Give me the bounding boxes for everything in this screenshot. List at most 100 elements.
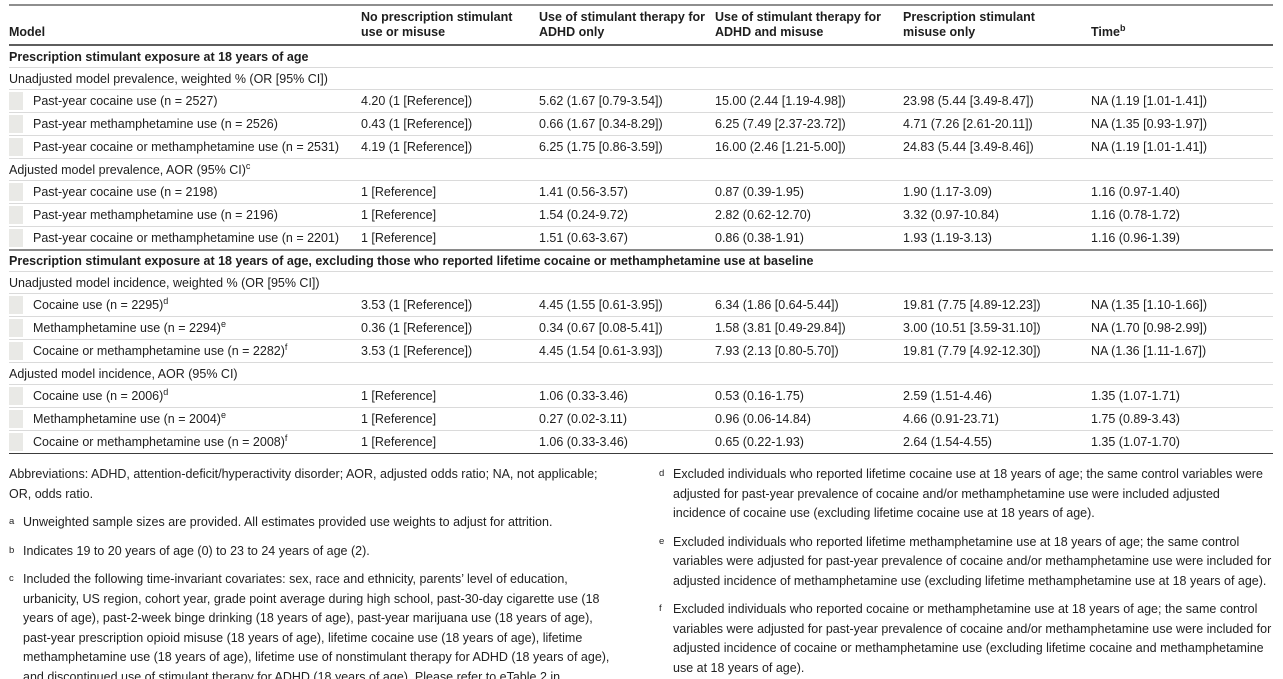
- row-indent-marker: [9, 296, 23, 314]
- row-label: Prescription stimulant exposure at 18 ye…: [9, 254, 814, 268]
- table-row: Past-year cocaine use (n = 2198) 1 [Refer…: [9, 180, 1273, 203]
- footnote-marker: e: [220, 318, 226, 329]
- table-cell: 2.59 (1.51-4.46): [903, 389, 992, 403]
- table-row: Methamphetamine use (n = 2004)e 1 [Refere…: [9, 407, 1273, 430]
- footnote-marker: c: [245, 160, 251, 171]
- table-cell: 6.34 (1.86 [0.64-5.44]): [715, 298, 839, 312]
- table-cell: 1 [Reference]: [361, 185, 437, 199]
- row-label: Cocaine or methamphetamine use (n = 2282…: [9, 341, 361, 361]
- footnote-text: Excluded individuals who reported cocain…: [673, 602, 1272, 675]
- table-cell: 1.16 (0.96-1.39): [1091, 231, 1180, 245]
- table-cell: 1.58 (3.81 [0.49-29.84]): [715, 321, 846, 335]
- table-cell: 0.27 (0.02-3.11): [539, 412, 628, 426]
- section-header-row: Prescription stimulant exposure at 18 ye…: [9, 249, 1273, 271]
- row-indent-marker: [9, 183, 23, 201]
- abbreviations-note: Abbreviations: ADHD, attention-deficit/h…: [9, 467, 598, 501]
- table-cell: 2.64 (1.54-4.55): [903, 435, 992, 449]
- table-cell: 1.75 (0.89-3.43): [1091, 412, 1180, 426]
- table-cell: NA (1.35 [0.93-1.97]): [1091, 117, 1208, 131]
- column-header-adhd-and-misuse: Use of stimulant therapy for ADHD and mi…: [715, 10, 881, 39]
- row-indent-marker: [9, 433, 23, 451]
- time-footnote-marker: b: [1119, 22, 1126, 33]
- table-row: Cocaine use (n = 2006)d 1 [Reference] 1.06…: [9, 384, 1273, 407]
- table-row: Cocaine or methamphetamine use (n = 2282…: [9, 339, 1273, 362]
- footnote-a: a Unweighted sample sizes are provided. A…: [9, 513, 621, 533]
- table-cell: 19.81 (7.79 [4.92-12.30]): [903, 344, 1041, 358]
- table-cell: 1 [Reference]: [361, 435, 437, 449]
- row-label: Adjusted model prevalence, AOR (95% CI)c: [9, 160, 251, 177]
- table-cell: 1.35 (1.07-1.71): [1091, 389, 1180, 403]
- table-row: Cocaine or methamphetamine use (n = 2008…: [9, 430, 1273, 453]
- footnote-marker: d: [163, 386, 169, 397]
- table-cell: 3.00 (10.51 [3.59-31.10]): [903, 321, 1041, 335]
- table-cell: 3.32 (0.97-10.84): [903, 208, 999, 222]
- subsection-header-row: Unadjusted model incidence, weighted % (…: [9, 271, 1273, 293]
- footnote-marker: f: [284, 341, 288, 352]
- row-label: Methamphetamine use (n = 2004)e: [9, 409, 361, 429]
- row-label: Past-year cocaine or methamphetamine use…: [9, 137, 361, 157]
- footnote-marker: d: [659, 468, 665, 479]
- table-cell: NA (1.70 [0.98-2.99]): [1091, 321, 1208, 335]
- footnote-b: b Indicates 19 to 20 years of age (0) to …: [9, 542, 621, 562]
- table-cell: 1.35 (1.07-1.70): [1091, 435, 1180, 449]
- row-label: Past-year cocaine or methamphetamine use…: [9, 228, 361, 248]
- column-header-model: Model: [9, 24, 46, 39]
- row-label: Past-year cocaine use (n = 2527): [9, 91, 361, 111]
- table-cell: 4.45 (1.55 [0.61-3.95]): [539, 298, 663, 312]
- table-cell: 24.83 (5.44 [3.49-8.46]): [903, 140, 1034, 154]
- row-label: Cocaine or methamphetamine use (n = 2008…: [9, 432, 361, 452]
- footnote-text: Unweighted sample sizes are provided. Al…: [23, 515, 553, 529]
- table-cell: 4.45 (1.54 [0.61-3.93]): [539, 344, 663, 358]
- table-row: Past-year cocaine or methamphetamine use…: [9, 135, 1273, 158]
- table-row: Past-year methamphetamine use (n = 2526)…: [9, 112, 1273, 135]
- table-cell: 0.86 (0.38-1.91): [715, 231, 804, 245]
- row-indent-marker: [9, 229, 23, 247]
- table-cell: 1.06 (0.33-3.46): [539, 389, 628, 403]
- row-label: Adjusted model incidence, AOR (95% CI): [9, 366, 238, 381]
- table-cell: 1 [Reference]: [361, 412, 437, 426]
- footnote-f: f Excluded individuals who reported cocai…: [659, 600, 1274, 678]
- row-label: Cocaine use (n = 2006)d: [9, 386, 361, 406]
- footnote-text: Excluded individuals who reported lifeti…: [673, 534, 1272, 588]
- footnote-marker: c: [9, 573, 14, 584]
- footnote-marker: e: [659, 535, 665, 547]
- column-header-time: Timeb: [1091, 22, 1126, 39]
- subsection-header-row: Unadjusted model prevalence, weighted % …: [9, 67, 1273, 89]
- table-cell: 4.19 (1 [Reference]): [361, 140, 473, 154]
- footnotes: Abbreviations: ADHD, attention-deficit/h…: [9, 465, 1274, 679]
- section-header-row: Prescription stimulant exposure at 18 ye…: [9, 46, 1273, 67]
- footnote-text: Excluded individuals who reported lifeti…: [673, 467, 1263, 520]
- row-indent-marker: [9, 115, 23, 133]
- table-cell: 0.34 (0.67 [0.08-5.41]): [539, 321, 663, 335]
- row-indent-marker: [9, 92, 23, 110]
- table-row: Past-year methamphetamine use (n = 2196)…: [9, 203, 1273, 226]
- table-cell: 1.41 (0.56-3.57): [539, 185, 628, 199]
- table-cell: 4.20 (1 [Reference]): [361, 94, 473, 108]
- row-label: Unadjusted model prevalence, weighted % …: [9, 71, 328, 86]
- table-cell: 0.53 (0.16-1.75): [715, 389, 804, 403]
- row-label: Methamphetamine use (n = 2294)e: [9, 318, 361, 338]
- row-indent-marker: [9, 138, 23, 156]
- footnote-marker: d: [163, 295, 169, 306]
- table-cell: 2.82 (0.62-12.70): [715, 208, 811, 222]
- footnotes-left-column: Abbreviations: ADHD, attention-deficit/h…: [9, 465, 621, 679]
- column-header-misuse-only: Prescription stimulant misuse only: [903, 10, 1035, 39]
- footnote-marker: b: [9, 544, 15, 556]
- table-cell: 1.16 (0.78-1.72): [1091, 208, 1180, 222]
- table-cell: 19.81 (7.75 [4.89-12.23]): [903, 298, 1041, 312]
- table-cell: 1.06 (0.33-3.46): [539, 435, 628, 449]
- table-row: Past-year cocaine or methamphetamine use…: [9, 226, 1273, 249]
- table-cell: 5.62 (1.67 [0.79-3.54]): [539, 94, 663, 108]
- table-cell: 1.16 (0.97-1.40): [1091, 185, 1180, 199]
- footnote-d: d Excluded individuals who reported lifet…: [659, 465, 1274, 524]
- footnote-text: Indicates 19 to 20 years of age (0) to 2…: [23, 543, 370, 558]
- table-cell: 6.25 (1.75 [0.86-3.59]): [539, 140, 663, 154]
- column-header-adhd-only: Use of stimulant therapy for ADHD only: [539, 10, 705, 39]
- table-cell: 0.66 (1.67 [0.34-8.29]): [539, 117, 663, 131]
- table-cell: 1.51 (0.63-3.67): [539, 231, 628, 245]
- table-cell: 1.93 (1.19-3.13): [903, 231, 992, 245]
- subsection-header-row: Adjusted model incidence, AOR (95% CI): [9, 362, 1273, 384]
- footnote-marker: e: [220, 409, 226, 420]
- row-label: Past-year cocaine use (n = 2198): [9, 182, 361, 202]
